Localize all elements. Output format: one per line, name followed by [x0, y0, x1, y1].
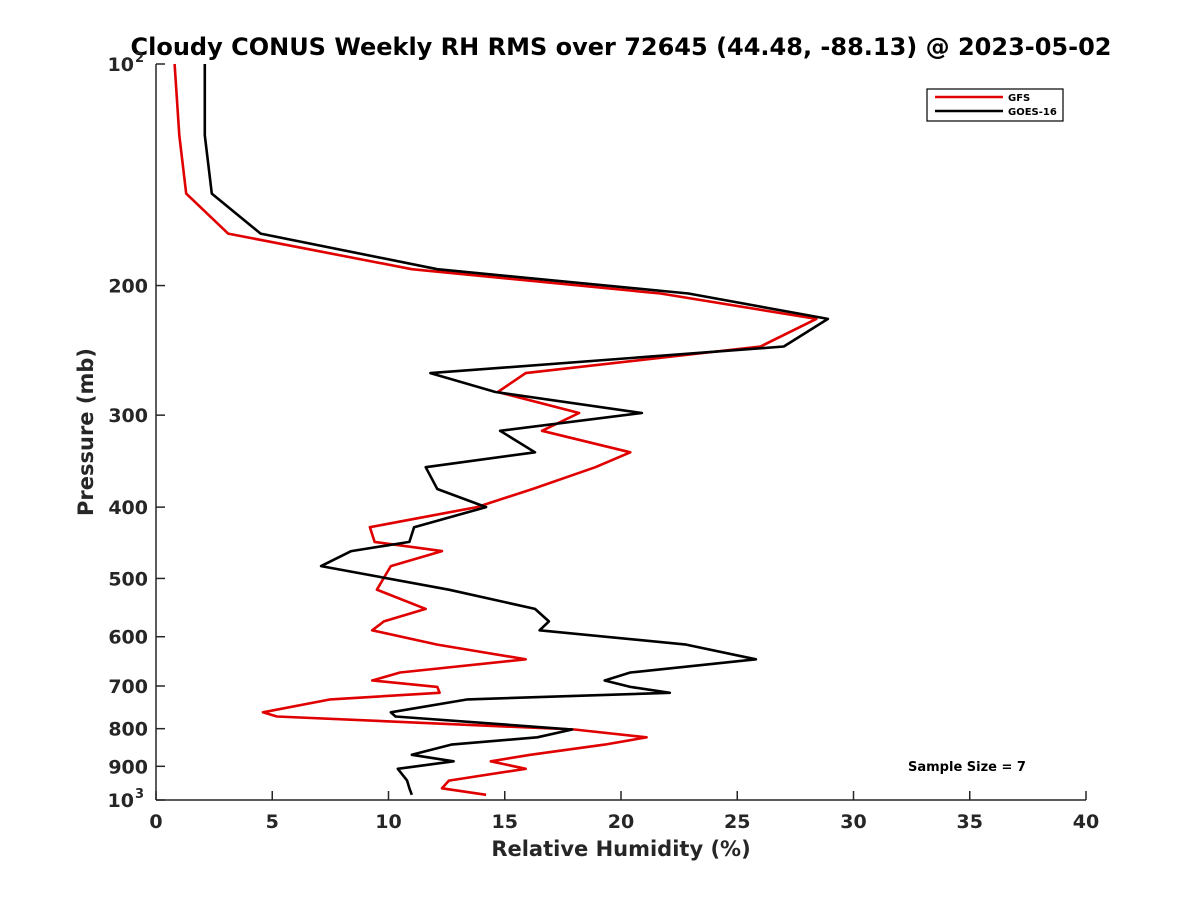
x-tick-label: 10 [375, 811, 401, 833]
sample-size-annotation: Sample Size = 7 [908, 760, 1026, 775]
x-tick-label: 40 [1073, 811, 1099, 833]
chart-title: Cloudy CONUS Weekly RH RMS over 72645 (4… [131, 33, 1112, 61]
legend: GFS GOES-16 [926, 88, 1064, 122]
x-tick-label: 25 [724, 811, 750, 833]
y-tick-exponent: 3 [135, 787, 144, 802]
legend-label-gfs: GFS [1008, 93, 1030, 104]
y-tick-label: 900 [108, 756, 148, 778]
y-tick-label: 300 [108, 405, 148, 427]
x-tick-label: 20 [608, 811, 634, 833]
y-tick-label: 10 [108, 54, 134, 76]
y-tick-label: 500 [108, 568, 148, 590]
x-tick-label: 30 [840, 811, 866, 833]
legend-label-goes16: GOES-16 [1008, 107, 1057, 118]
x-tick-label: 0 [149, 811, 162, 833]
y-tick-label: 200 [108, 276, 148, 298]
legend-box [926, 88, 1064, 122]
y-tick-exponent: 2 [135, 51, 144, 66]
y-axis-label: Pressure (mb) [74, 348, 98, 516]
y-tick-label: 700 [108, 676, 148, 698]
x-axis-ticks: 0 5 10 15 20 25 30 35 40 [149, 791, 1099, 833]
x-tick-label: 15 [492, 811, 518, 833]
series-line-gfs [173, 63, 818, 797]
y-tick-label: 600 [108, 627, 148, 649]
x-axis-label: Relative Humidity (%) [491, 837, 750, 861]
y-tick-label: 10 [108, 790, 134, 812]
y-tick-label: 800 [108, 719, 148, 741]
x-tick-label: 5 [266, 811, 279, 833]
series-line-goes16 [203, 64, 830, 796]
y-tick-label: 400 [108, 497, 148, 519]
x-tick-label: 35 [957, 811, 983, 833]
series-layer [173, 63, 830, 797]
